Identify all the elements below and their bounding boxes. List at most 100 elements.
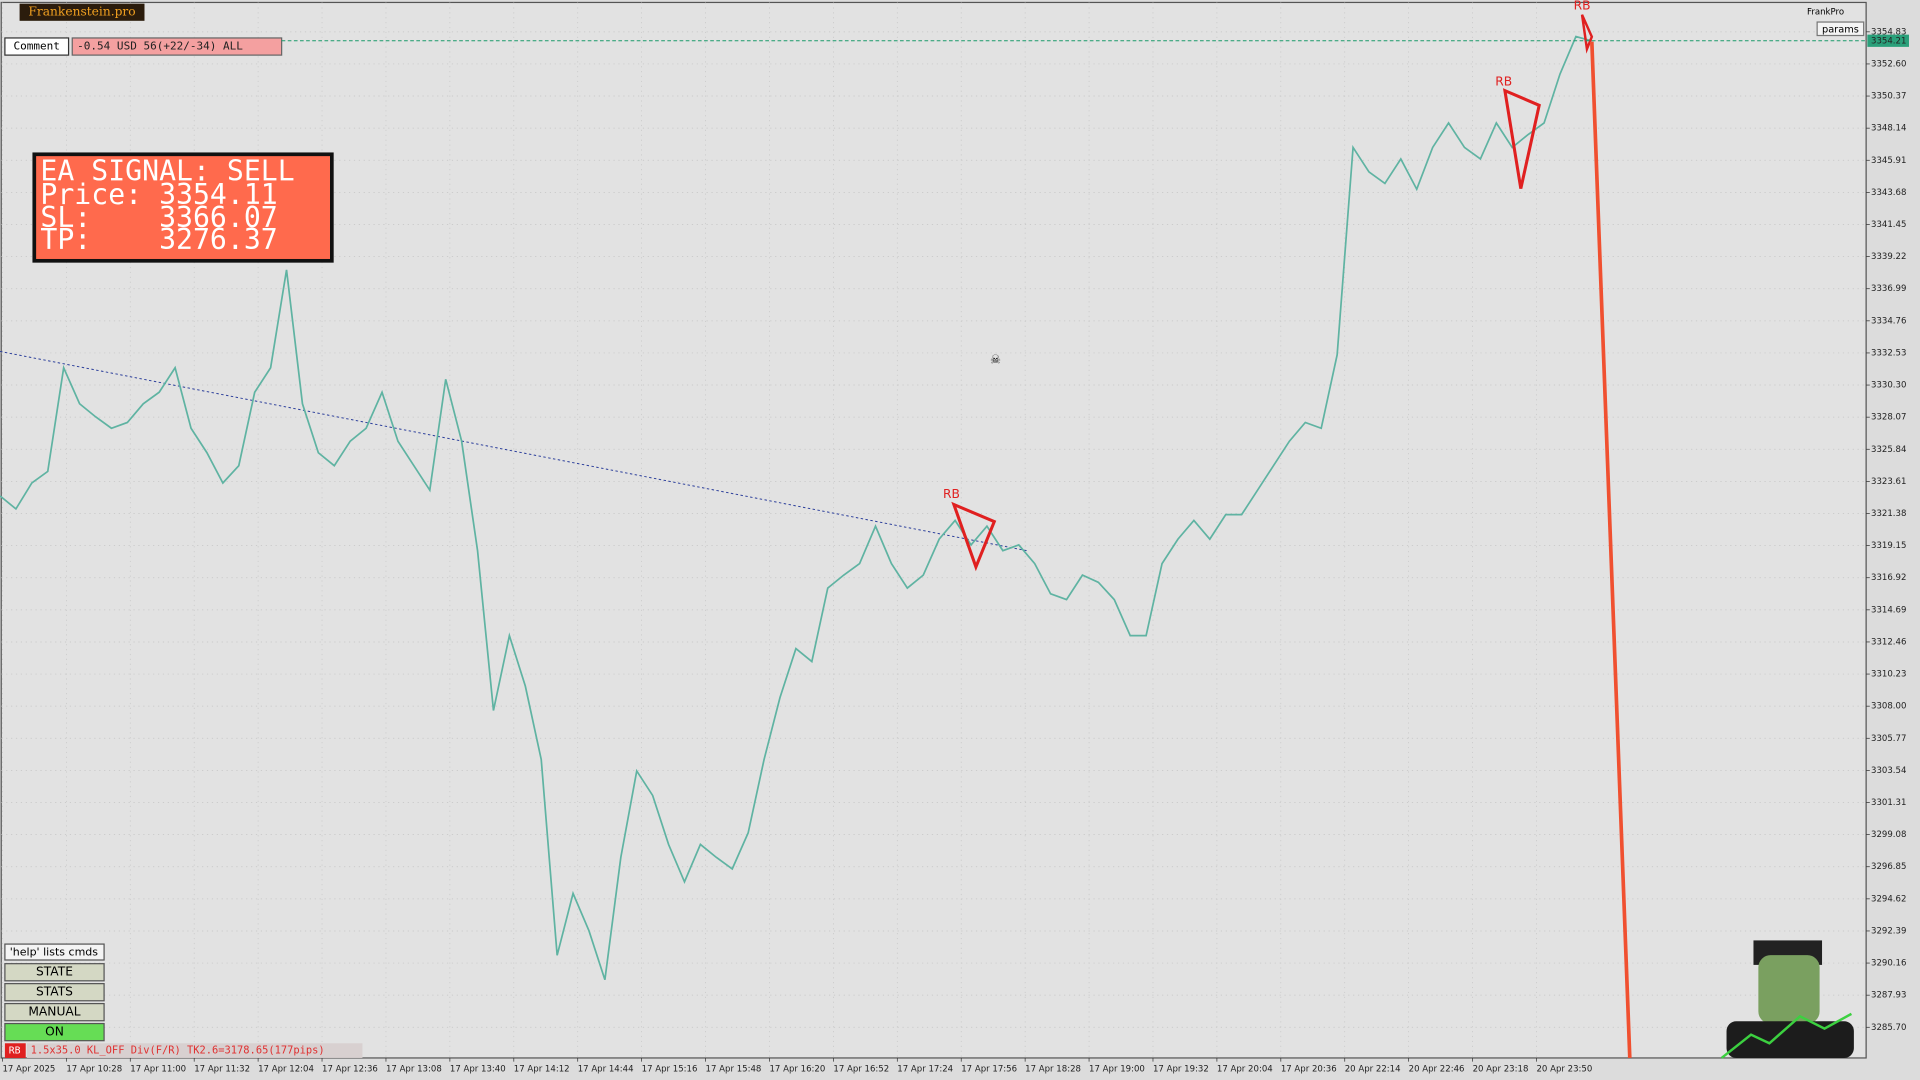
x-tick-label: 17 Apr 19:32 — [1153, 1064, 1209, 1074]
x-tick-label: 17 Apr 14:44 — [578, 1064, 634, 1074]
y-tick-label: 3339.22 — [1871, 252, 1906, 262]
y-tick-label: 3303.54 — [1871, 766, 1906, 776]
panel-button-label[interactable]: ON — [45, 1025, 64, 1039]
panel-button-label[interactable]: STATS — [36, 985, 73, 999]
pattern-triangle — [1502, 88, 1541, 189]
pattern-triangle — [951, 501, 997, 572]
comment: -0.54 USD 56(+22/-34) ALL — [77, 40, 243, 53]
y-tick-label: 3287.93 — [1871, 991, 1906, 1001]
y-tick-label: 3308.00 — [1871, 702, 1906, 712]
y-tick-label: 3321.38 — [1871, 509, 1906, 519]
pattern-label: RB — [1495, 75, 1512, 89]
x-tick-label: 20 Apr 22:14 — [1345, 1064, 1401, 1074]
y-tick-label: 3336.99 — [1871, 284, 1906, 294]
signal-sl: SL: 3366.07 — [40, 201, 277, 234]
x-tick-label: 17 Apr 20:04 — [1217, 1064, 1273, 1074]
y-tick-label: 3310.23 — [1871, 670, 1906, 680]
params[interactable]: params — [1822, 24, 1859, 35]
y-tick-label: 3341.45 — [1871, 220, 1906, 230]
pattern-label: RB — [943, 487, 960, 501]
y-tick-label: 3345.91 — [1871, 156, 1906, 166]
help-box — [4, 943, 105, 961]
x-tick-label: 17 Apr 11:00 — [130, 1064, 186, 1074]
x-tick-label: 17 Apr 2025 — [2, 1064, 55, 1074]
y-tick-label: 3323.61 — [1871, 477, 1906, 487]
y-tick-label: 3332.53 — [1871, 348, 1906, 358]
y-tick-label: 3319.15 — [1871, 541, 1906, 551]
current-price-tag: 3354.21 — [1871, 36, 1906, 46]
x-tick-label: 17 Apr 12:36 — [322, 1064, 378, 1074]
panel-button[interactable] — [4, 983, 105, 1002]
pattern-label: RB — [1574, 0, 1591, 13]
status-box — [26, 1043, 363, 1058]
y-tick-label: 3299.08 — [1871, 830, 1906, 840]
x-tick-label: 17 Apr 13:40 — [450, 1064, 506, 1074]
y-tick-label: 3325.84 — [1871, 445, 1906, 455]
account: FrankPro — [1807, 8, 1844, 18]
x-tick-label: 17 Apr 17:56 — [961, 1064, 1017, 1074]
signal-title: EA SIGNAL: SELL — [40, 155, 294, 188]
y-tick-label: 3296.85 — [1871, 862, 1906, 872]
params-button[interactable] — [1816, 21, 1865, 37]
signal-tp: TP: 3276.37 — [40, 223, 277, 256]
x-tick-label: 20 Apr 23:50 — [1536, 1064, 1592, 1074]
x-tick-label: 17 Apr 17:24 — [897, 1064, 953, 1074]
y-tick-label: 3330.30 — [1871, 381, 1906, 391]
x-tick-label: 17 Apr 12:04 — [258, 1064, 314, 1074]
y-tick-label: 3348.14 — [1871, 124, 1906, 134]
x-tick-label: 20 Apr 22:46 — [1409, 1064, 1465, 1074]
y-tick-label: 3328.07 — [1871, 413, 1906, 423]
price-line — [0, 35, 1593, 981]
x-tick-label: 20 Apr 23:18 — [1473, 1064, 1529, 1074]
icon: ☠ — [990, 353, 1001, 367]
y-tick-label: 3301.31 — [1871, 798, 1906, 808]
x-tick-label: 17 Apr 15:16 — [642, 1064, 698, 1074]
button-group: STATE STATS MANUAL ON — [4, 963, 105, 1042]
y-tick-label: 3312.46 — [1871, 637, 1906, 647]
series — [0, 35, 1593, 981]
y-tick-label: 3334.76 — [1871, 316, 1906, 326]
brand-box — [19, 3, 145, 21]
panel-button[interactable] — [4, 1022, 105, 1042]
y-tick-label: 3292.39 — [1871, 926, 1906, 936]
x-tick-label: 17 Apr 16:20 — [769, 1064, 825, 1074]
y-tick-label: 3316.92 — [1871, 573, 1906, 583]
y-tick-label: 3343.68 — [1871, 188, 1906, 198]
x-tick-label: 17 Apr 10:28 — [66, 1064, 122, 1074]
x-tick-label: 17 Apr 15:48 — [706, 1064, 762, 1074]
signal-box — [32, 152, 334, 263]
help: 'help' lists cmds — [10, 946, 99, 959]
y-tick-label: 3285.70 — [1871, 1023, 1906, 1033]
x-tick-label: 17 Apr 19:00 — [1089, 1064, 1145, 1074]
y-tick-label: 3294.62 — [1871, 894, 1906, 904]
pattern-triangle — [1580, 14, 1594, 54]
x-tick-label: 17 Apr 16:52 — [833, 1064, 889, 1074]
y-tick-label: 3350.37 — [1871, 92, 1906, 102]
x-tick-label: 17 Apr 13:08 — [386, 1064, 442, 1074]
panel-button[interactable] — [4, 963, 105, 982]
y-tick-label: 3354.83 — [1871, 27, 1906, 37]
y-tick-label: 3305.77 — [1871, 734, 1906, 744]
mascot — [1720, 940, 1854, 1059]
current-price-tag-box — [1867, 34, 1909, 47]
trend-line — [0, 350, 1029, 552]
status: 1.5x35.0 KL_OFF Div(F/R) TK2.6=3178.65(1… — [31, 1045, 325, 1057]
x-tick-label: 17 Apr 18:28 — [1025, 1064, 1081, 1074]
comment-label-box — [4, 37, 70, 56]
panel-button-label[interactable]: STATE — [36, 965, 73, 979]
x-tick-label: 17 Apr 20:36 — [1281, 1064, 1337, 1074]
comment-box — [71, 37, 283, 56]
y-tick-label: 3314.69 — [1871, 605, 1906, 615]
panel-button[interactable] — [4, 1002, 105, 1022]
signal-price: Price: 3354.11 — [40, 178, 277, 211]
status-tag-box — [4, 1043, 26, 1058]
y-tick-label: 3352.60 — [1871, 59, 1906, 69]
x-tick-label: 17 Apr 11:32 — [194, 1064, 250, 1074]
panel-button-label[interactable]: MANUAL — [28, 1005, 80, 1019]
status-tag: RB — [9, 1046, 21, 1057]
brand: Frankenstein.pro — [28, 5, 135, 19]
signal-arrow — [1590, 41, 1632, 1059]
x-tick-label: 17 Apr 14:12 — [514, 1064, 570, 1074]
